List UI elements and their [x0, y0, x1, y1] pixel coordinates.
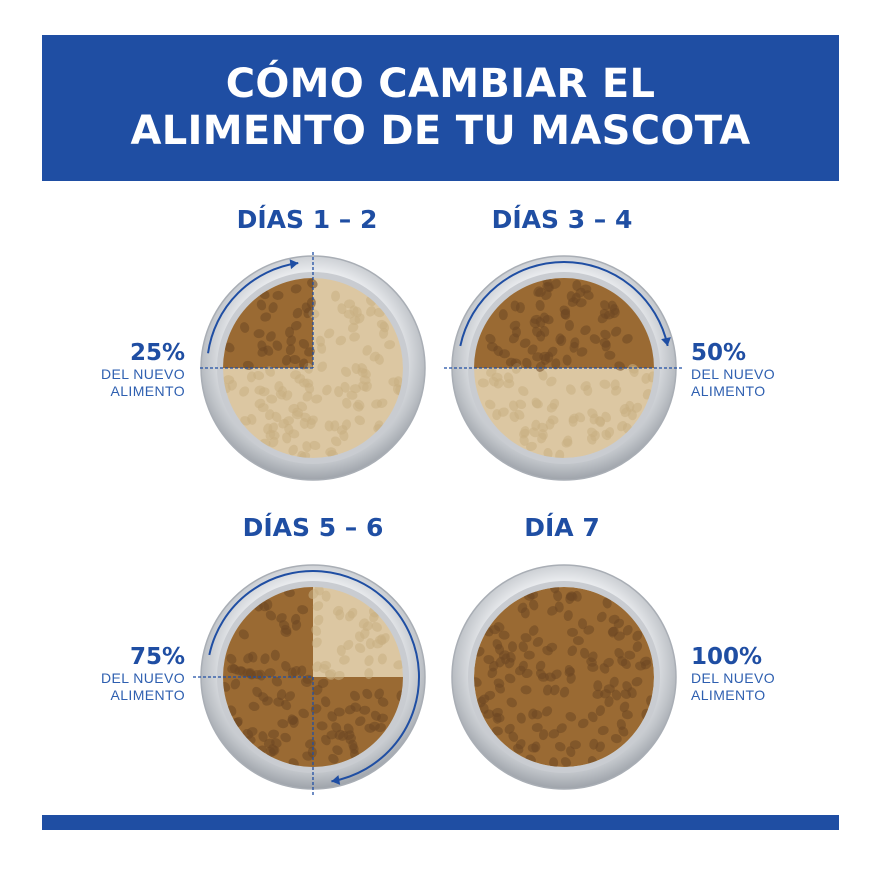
stage-4-label: DÍA 7: [524, 513, 600, 542]
stage-2-label: DÍAS 3 – 4: [491, 205, 633, 234]
bowl-graphic: [444, 255, 684, 481]
arrowhead-icon: [331, 775, 341, 785]
stage-2-bowl: [444, 248, 684, 488]
stage-3-label: DÍAS 5 – 6: [242, 513, 384, 542]
stage-1-percent-block: 25% DEL NUEVO ALIMENTO: [45, 340, 185, 400]
stage-4-caption-line-1: DEL NUEVO: [691, 670, 775, 686]
stage-4-percent: 100%: [691, 644, 763, 670]
title-line-2: ALIMENTO DE TU MASCOTA: [130, 108, 751, 154]
stage-4-percent-block: 100% DEL NUEVO ALIMENTO: [691, 644, 831, 704]
stage-1-bowl: [193, 248, 433, 488]
bowl-graphic: [199, 252, 426, 481]
stage-1-label: DÍAS 1 – 2: [236, 205, 378, 234]
stage-2-percent: 50%: [691, 340, 747, 366]
bowl-graphic: [451, 564, 677, 790]
rotation-arrow: [459, 261, 669, 347]
rotation-arrow: [207, 262, 299, 354]
split-guide-lines: [199, 252, 314, 369]
stage-3-bowl: [193, 557, 433, 797]
stage-3-caption-line-2: ALIMENTO: [110, 687, 185, 703]
stage-1-caption-line-1: DEL NUEVO: [101, 366, 185, 382]
title-banner: CÓMO CAMBIAR EL ALIMENTO DE TU MASCOTA: [42, 35, 839, 181]
stage-3-caption-line-1: DEL NUEVO: [101, 670, 185, 686]
stage-1-caption-line-2: ALIMENTO: [110, 383, 185, 399]
new-food-portion: [474, 278, 654, 368]
new-food-portion: [474, 587, 654, 767]
arrowhead-icon: [289, 259, 299, 270]
arrowhead-icon: [661, 337, 671, 346]
title-line-1: CÓMO CAMBIAR EL: [225, 61, 656, 107]
stage-3-percent: 75%: [129, 644, 185, 670]
stage-4-bowl: [444, 557, 684, 797]
stage-3-percent-block: 75% DEL NUEVO ALIMENTO: [45, 644, 185, 704]
stage-2-caption-line-1: DEL NUEVO: [691, 366, 775, 382]
split-guide-lines: [193, 676, 314, 795]
stage-2-percent-block: 50% DEL NUEVO ALIMENTO: [691, 340, 831, 400]
rotation-arrow: [208, 570, 420, 783]
footer-bar: [42, 815, 839, 830]
stage-2-caption-line-2: ALIMENTO: [691, 383, 766, 399]
stage-4-caption-line-2: ALIMENTO: [691, 687, 766, 703]
bowl-graphic: [193, 564, 426, 795]
stage-1-percent: 25%: [129, 340, 185, 366]
